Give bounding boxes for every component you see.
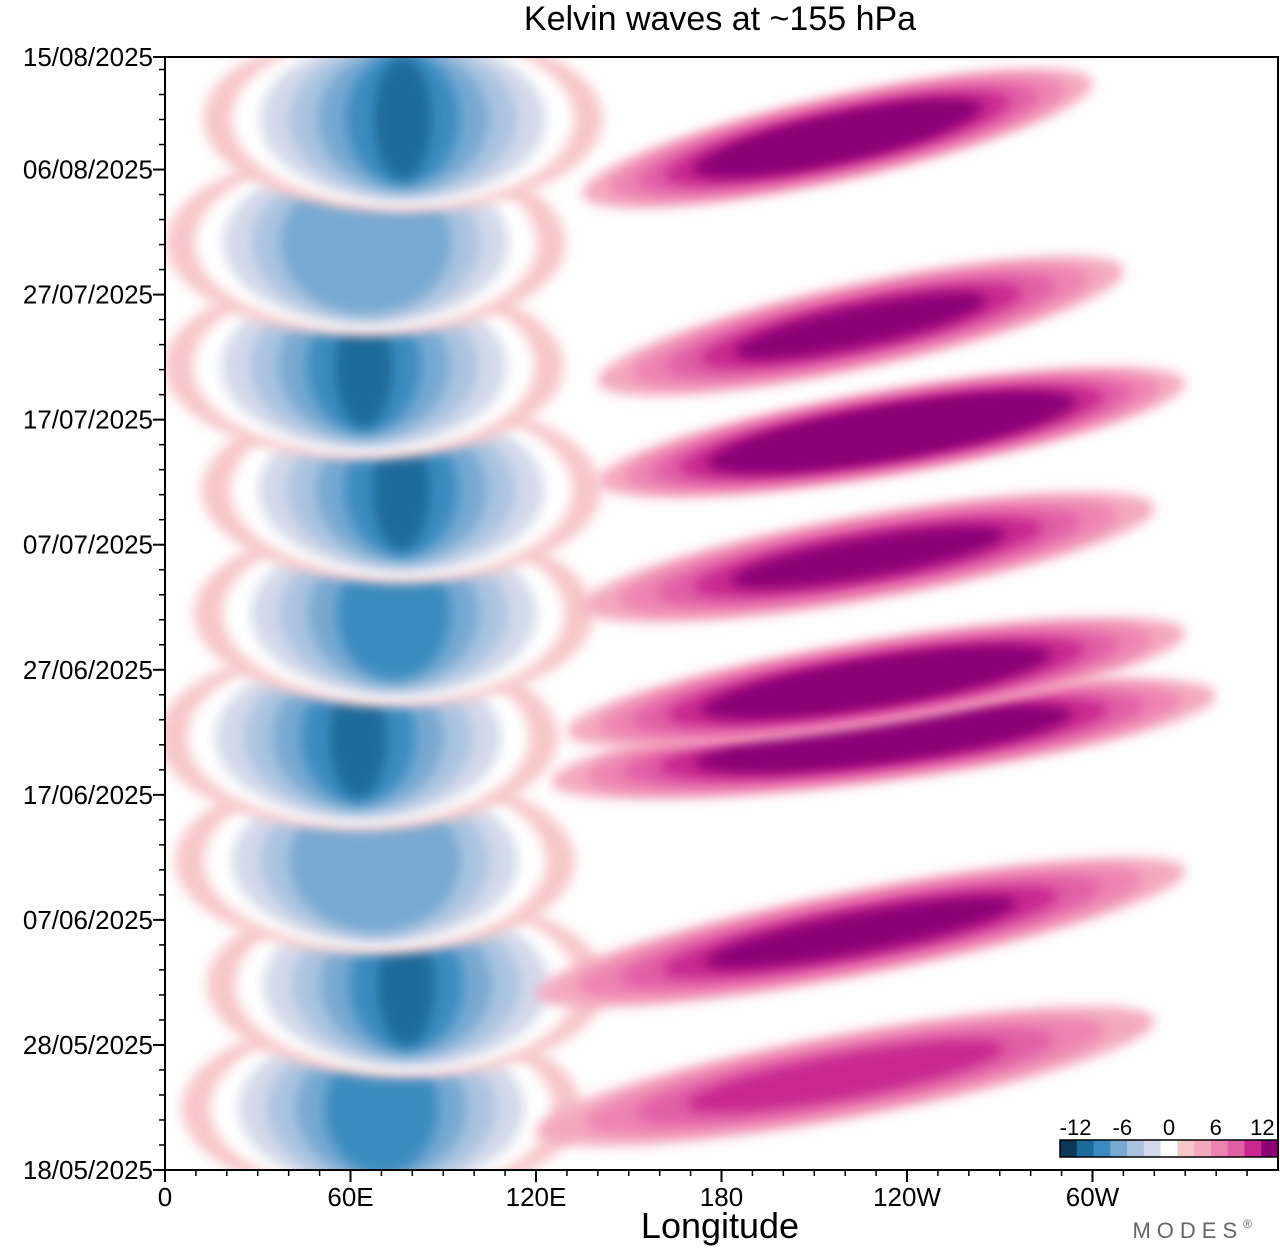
colorbar-tick-label: 0: [1163, 1115, 1175, 1140]
x-tick-label: 60W: [1066, 1182, 1120, 1212]
colorbar-swatch: [1194, 1140, 1212, 1157]
contour-negative: [372, 428, 430, 551]
contour-negative: [329, 676, 387, 799]
contour-positive: [734, 652, 1018, 713]
contour-positive: [720, 106, 955, 171]
y-tick-label: 27/07/2025: [23, 280, 153, 310]
colorbar-swatch: [1093, 1140, 1111, 1157]
colorbar-swatch: [1227, 1140, 1245, 1157]
contour-positive: [761, 403, 1022, 461]
y-tick-label: 17/07/2025: [23, 405, 153, 435]
colorbar-swatch: [1110, 1140, 1128, 1157]
x-axis-label: Longitude: [641, 1205, 799, 1246]
contour-positive: [686, 1040, 1004, 1112]
contour-negative: [377, 923, 435, 1046]
colorbar-tick-label: -12: [1060, 1115, 1092, 1140]
brand-logo: MODES®: [1132, 1217, 1258, 1243]
contour-field: [165, 57, 1217, 1170]
colorbar: -12 -6 0 6 12: [1059, 1115, 1279, 1158]
x-tick-label: 0: [158, 1182, 172, 1212]
y-tick-label: 18/05/2025: [23, 1155, 153, 1185]
colorbar-frame: [1059, 1139, 1279, 1158]
colorbar-swatch: [1060, 1140, 1078, 1157]
colorbar-tick-label: 12: [1250, 1115, 1274, 1140]
colorbar-swatch: [1143, 1140, 1162, 1157]
colorbar-tick-label: -6: [1113, 1115, 1133, 1140]
colorbar-swatch: [1076, 1140, 1095, 1157]
y-tick-label: 28/05/2025: [23, 1030, 153, 1060]
contour-positive: [731, 526, 1006, 589]
colorbar-swatch: [1210, 1140, 1229, 1157]
contour-negative: [335, 305, 393, 428]
colorbar-swatch: [1160, 1140, 1178, 1157]
y-tick-label: 07/07/2025: [23, 530, 153, 560]
x-tick-label: 60E: [327, 1182, 373, 1212]
y-tick-label: 27/06/2025: [23, 655, 153, 685]
x-tick-label: 120W: [873, 1182, 941, 1212]
colorbar-tick-label: 6: [1210, 1115, 1222, 1140]
y-tick-label: 07/06/2025: [23, 905, 153, 935]
y-axis: 18/05/2025 28/05/2025 07/06/2025 17/06/2025…: [23, 42, 165, 1185]
x-axis: 0 60E 120E 180 120W 60W: [158, 1170, 1248, 1212]
chart-title: Kelvin waves at ~155 hPa: [524, 0, 916, 38]
colorbar-swatch: [1261, 1140, 1279, 1157]
y-tick-label: 06/08/2025: [23, 155, 153, 185]
y-tick-label: 15/08/2025: [23, 42, 153, 72]
contour-positive: [731, 710, 1037, 767]
colorbar-swatch: [1177, 1140, 1195, 1157]
contour-negative: [374, 57, 432, 180]
colorbar-swatch: [1244, 1140, 1262, 1157]
y-tick-label: 17/06/2025: [23, 780, 153, 810]
x-tick-label: 180: [700, 1182, 743, 1212]
contour-positive: [704, 896, 1017, 969]
colorbar-swatch: [1127, 1140, 1145, 1157]
x-tick-label: 120E: [506, 1182, 567, 1212]
contour-positive: [734, 292, 987, 360]
